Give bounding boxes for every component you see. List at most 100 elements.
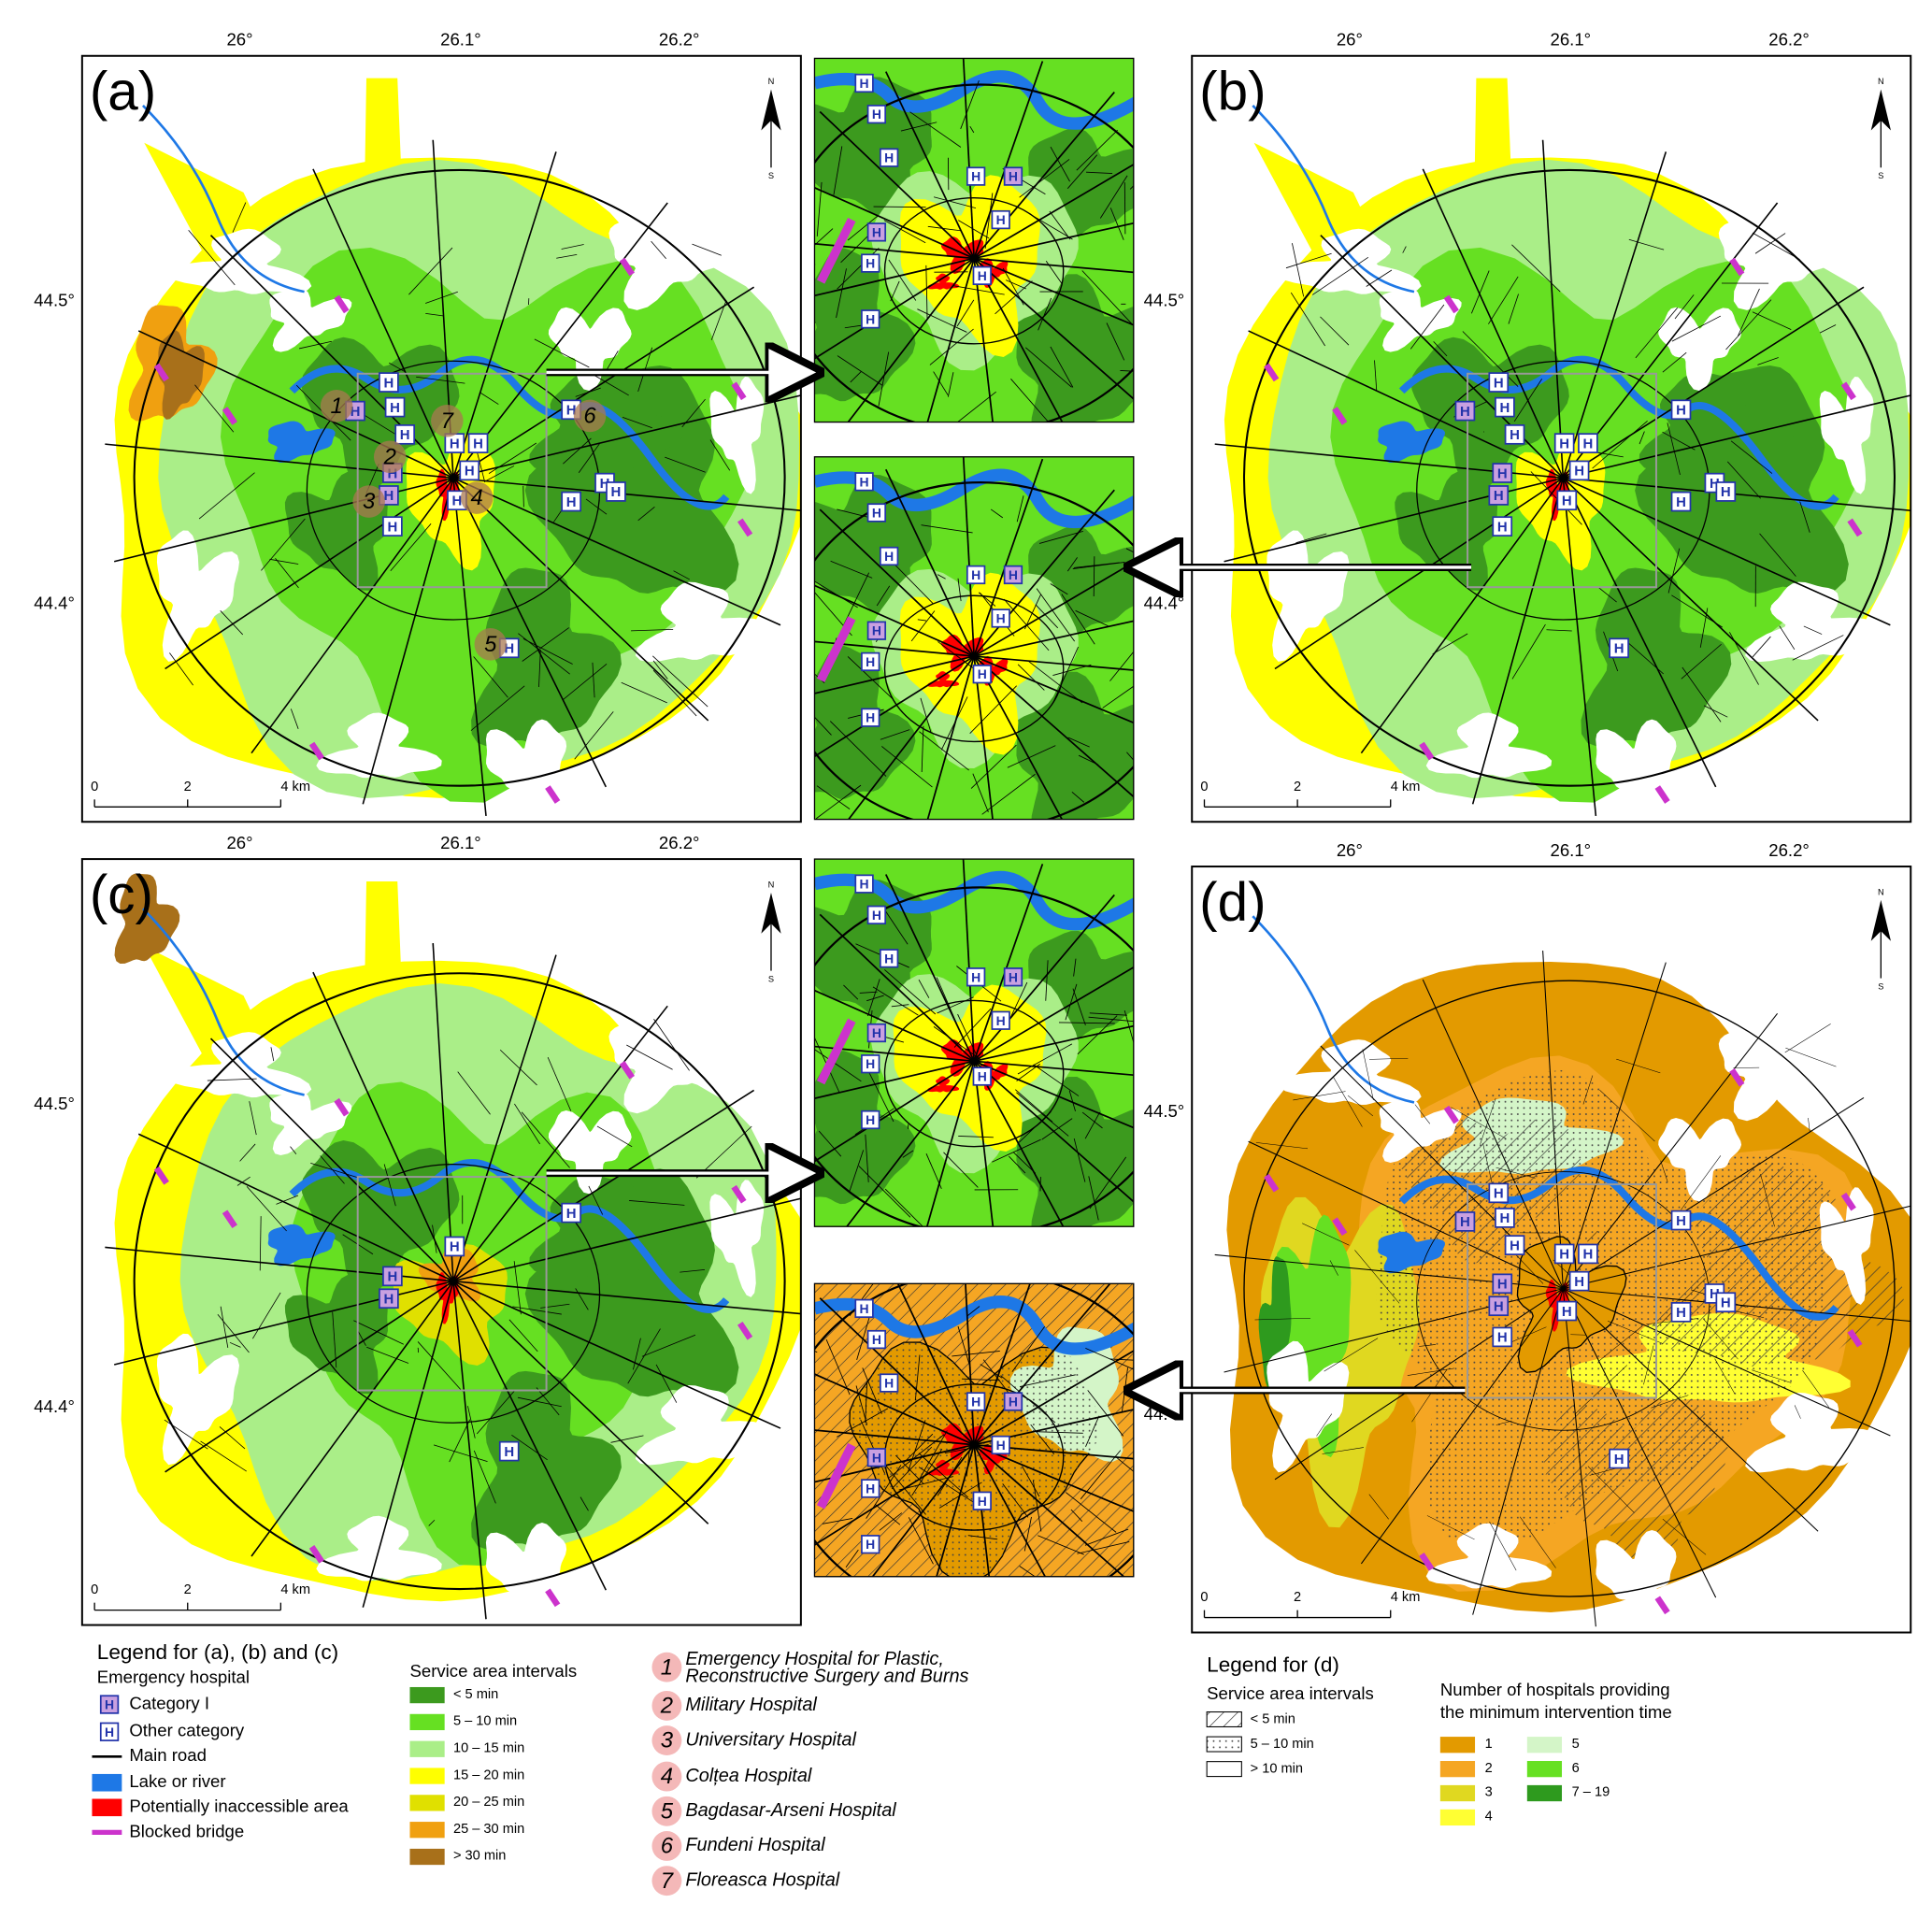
street bbox=[956, 391, 996, 422]
street bbox=[891, 1446, 933, 1490]
street bbox=[366, 1346, 409, 1364]
street bbox=[1508, 293, 1519, 324]
inset: H H H H H H H H H H bbox=[813, 456, 1135, 821]
street bbox=[908, 1517, 934, 1565]
inset-body: H H H H H H H H H H bbox=[814, 1283, 1134, 1577]
street bbox=[1513, 379, 1542, 422]
hospital-marker-label: H bbox=[450, 436, 460, 451]
hospital-badge bbox=[651, 1866, 682, 1897]
blocked-bridge bbox=[816, 1442, 856, 1510]
street bbox=[1073, 958, 1077, 977]
street bbox=[1080, 1450, 1122, 1500]
main-road bbox=[362, 478, 454, 805]
main-road bbox=[871, 1444, 975, 1577]
hospital-marker bbox=[1003, 166, 1023, 186]
street bbox=[1017, 1043, 1073, 1075]
street bbox=[952, 1351, 1000, 1357]
hospital-marker bbox=[1504, 1235, 1525, 1255]
ring-road bbox=[1242, 168, 1896, 787]
street bbox=[269, 558, 299, 565]
hospital-marker-label: H bbox=[1710, 476, 1720, 492]
excluded-area bbox=[635, 1384, 775, 1466]
street bbox=[816, 181, 823, 236]
excluded-area bbox=[1718, 1020, 1841, 1122]
hospital-marker-label: H bbox=[1676, 1305, 1686, 1321]
hospital-marker-label: H bbox=[384, 375, 394, 391]
legend-swatch bbox=[1439, 1737, 1476, 1753]
lake bbox=[1378, 1231, 1445, 1274]
hospital-marker bbox=[861, 1479, 880, 1498]
hospital-marker-label: H bbox=[872, 506, 881, 521]
main-road bbox=[452, 1089, 755, 1282]
street bbox=[1651, 1395, 1689, 1409]
street bbox=[865, 1381, 868, 1424]
street bbox=[641, 1334, 696, 1357]
main-road bbox=[973, 561, 1134, 657]
street bbox=[957, 1325, 971, 1368]
street bbox=[540, 1303, 570, 1309]
street bbox=[995, 280, 1033, 315]
street bbox=[858, 1166, 911, 1218]
main-road bbox=[1563, 1288, 1911, 1323]
hospital-marker-label: H bbox=[1497, 1277, 1508, 1293]
hospital-name: Colțea Hospital bbox=[685, 1766, 812, 1786]
street bbox=[1703, 705, 1728, 718]
street bbox=[1662, 351, 1687, 373]
street bbox=[1081, 1111, 1103, 1129]
hospital-marker-label: H bbox=[1494, 1299, 1504, 1315]
panel-frame bbox=[80, 858, 802, 1626]
hospital-marker bbox=[991, 1010, 1010, 1030]
legend-label: > 30 min bbox=[453, 1849, 506, 1864]
street bbox=[1374, 360, 1378, 392]
street bbox=[876, 585, 891, 607]
main-road bbox=[1274, 1288, 1564, 1481]
street bbox=[1073, 1138, 1086, 1182]
hospital-marker-label: H bbox=[884, 951, 894, 966]
scale-label: 0 bbox=[91, 780, 98, 794]
street bbox=[1292, 243, 1305, 297]
main-road bbox=[1562, 1288, 1596, 1627]
hospital-marker-label: H bbox=[1559, 436, 1569, 451]
inset-frame bbox=[813, 858, 1135, 1227]
street bbox=[1511, 244, 1561, 293]
main-road bbox=[452, 151, 557, 479]
excluded-area bbox=[169, 1032, 312, 1098]
street bbox=[1480, 1097, 1496, 1144]
lon-tick-label: 26° bbox=[1337, 30, 1363, 50]
street bbox=[1050, 583, 1068, 595]
street bbox=[1078, 754, 1099, 766]
hospital-marker-label: H bbox=[1494, 1186, 1504, 1202]
hospital-number: 2 bbox=[660, 1694, 673, 1719]
street bbox=[952, 285, 1005, 295]
main-road bbox=[973, 1061, 995, 1227]
hospital-marker-label: H bbox=[1460, 404, 1470, 420]
main-road bbox=[814, 1429, 975, 1446]
street bbox=[432, 1224, 437, 1253]
river bbox=[141, 104, 305, 293]
main-road bbox=[452, 477, 608, 788]
legend-label: 3 bbox=[1485, 1785, 1493, 1800]
legend-label: 10 – 15 min bbox=[453, 1740, 524, 1755]
hospital-marker-label: H bbox=[866, 654, 875, 669]
street bbox=[883, 220, 926, 244]
legend-swatch bbox=[1206, 1710, 1242, 1727]
street bbox=[1019, 1374, 1076, 1387]
street bbox=[1109, 208, 1124, 240]
main-road bbox=[973, 655, 994, 820]
street bbox=[960, 80, 980, 130]
street bbox=[914, 1354, 921, 1401]
street bbox=[878, 351, 890, 407]
street bbox=[1067, 737, 1090, 748]
scale-label: 2 bbox=[1294, 1590, 1301, 1605]
main-road bbox=[973, 620, 1134, 657]
street bbox=[1402, 246, 1407, 253]
hospital-marker-label: H bbox=[996, 1013, 1006, 1028]
river bbox=[814, 70, 1134, 130]
main-road bbox=[452, 477, 781, 626]
scale-label: 4 km bbox=[280, 1582, 310, 1597]
hospital-marker bbox=[1670, 1302, 1692, 1323]
panel-label: (a) bbox=[90, 62, 156, 122]
scale-label: 4 km bbox=[1391, 1590, 1421, 1605]
